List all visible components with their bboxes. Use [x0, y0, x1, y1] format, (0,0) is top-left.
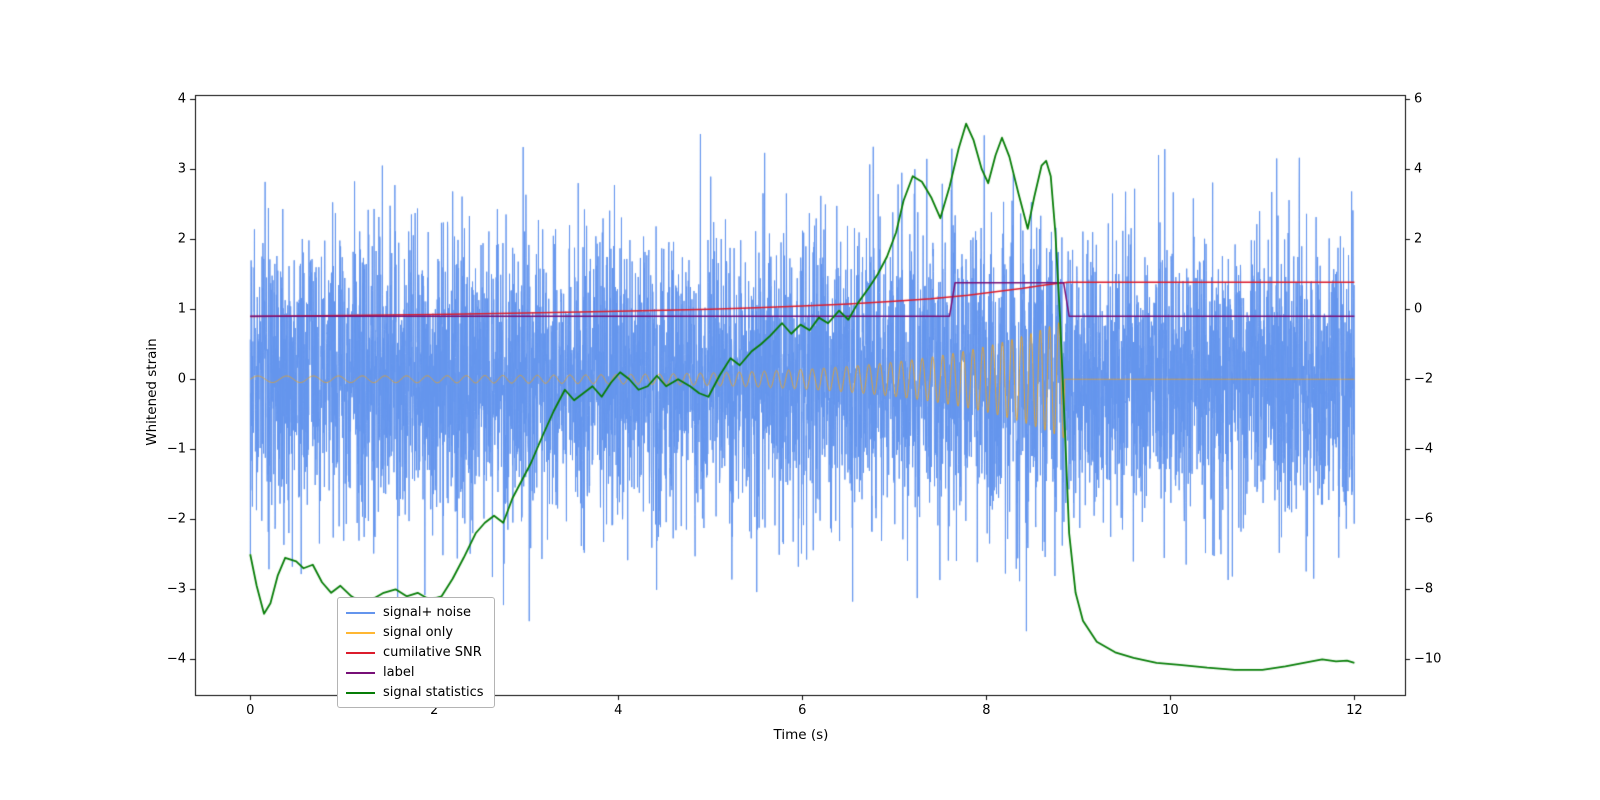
- y-right-tick-label: −2: [1414, 371, 1434, 387]
- legend-line-swatch: [346, 691, 375, 694]
- y-axis-label: Whitened strain: [144, 338, 160, 446]
- legend-label: label: [383, 665, 415, 680]
- legend-item: cumilative SNR: [346, 645, 484, 660]
- x-tick-label: 2: [430, 703, 439, 718]
- x-axis-label: Time (s): [773, 727, 829, 743]
- y-left-tick-label: 1: [177, 301, 186, 317]
- legend-line-swatch: [346, 631, 375, 634]
- y-left-tick-label: 0: [177, 371, 186, 387]
- legend-label: signal+ noise: [383, 605, 472, 620]
- legend-label: cumilative SNR: [383, 645, 482, 660]
- legend-line-swatch: [346, 671, 375, 674]
- y-right-tick-label: 4: [1414, 161, 1423, 177]
- y-right-tick-label: −10: [1414, 651, 1442, 667]
- legend-label: signal only: [383, 625, 454, 640]
- y-right-tick-label: −8: [1414, 581, 1434, 597]
- legend-item: signal+ noise: [346, 605, 484, 620]
- y-left-tick-label: −1: [166, 441, 186, 457]
- y-right-tick-label: −6: [1414, 511, 1434, 527]
- x-tick-label: 0: [246, 703, 255, 718]
- y-right-tick-label: 6: [1414, 91, 1423, 107]
- y-right-tick-label: 0: [1414, 301, 1423, 317]
- y-left-tick-label: −2: [166, 511, 186, 527]
- y-left-tick-label: 2: [177, 231, 186, 247]
- legend-item: signal statistics: [346, 685, 484, 700]
- legend-line-swatch: [346, 611, 375, 614]
- x-tick-label: 6: [798, 703, 807, 718]
- legend-item: label: [346, 665, 484, 680]
- y-left-tick-label: 3: [177, 161, 186, 177]
- legend: signal+ noise signal only cumilative SNR la…: [337, 597, 495, 708]
- x-tick-label: 12: [1346, 703, 1363, 718]
- y-left-tick-label: −4: [166, 651, 186, 667]
- y-right-tick-label: −4: [1414, 441, 1434, 457]
- legend-line-swatch: [346, 651, 375, 654]
- y-left-tick-label: −3: [166, 581, 186, 597]
- legend-label: signal statistics: [383, 685, 484, 700]
- x-tick-label: 8: [982, 703, 991, 718]
- y-left-tick-label: 4: [177, 91, 186, 107]
- legend-item: signal only: [346, 625, 484, 640]
- x-tick-label: 10: [1162, 703, 1179, 718]
- x-tick-label: 4: [614, 703, 623, 718]
- y-right-tick-label: 2: [1414, 231, 1423, 247]
